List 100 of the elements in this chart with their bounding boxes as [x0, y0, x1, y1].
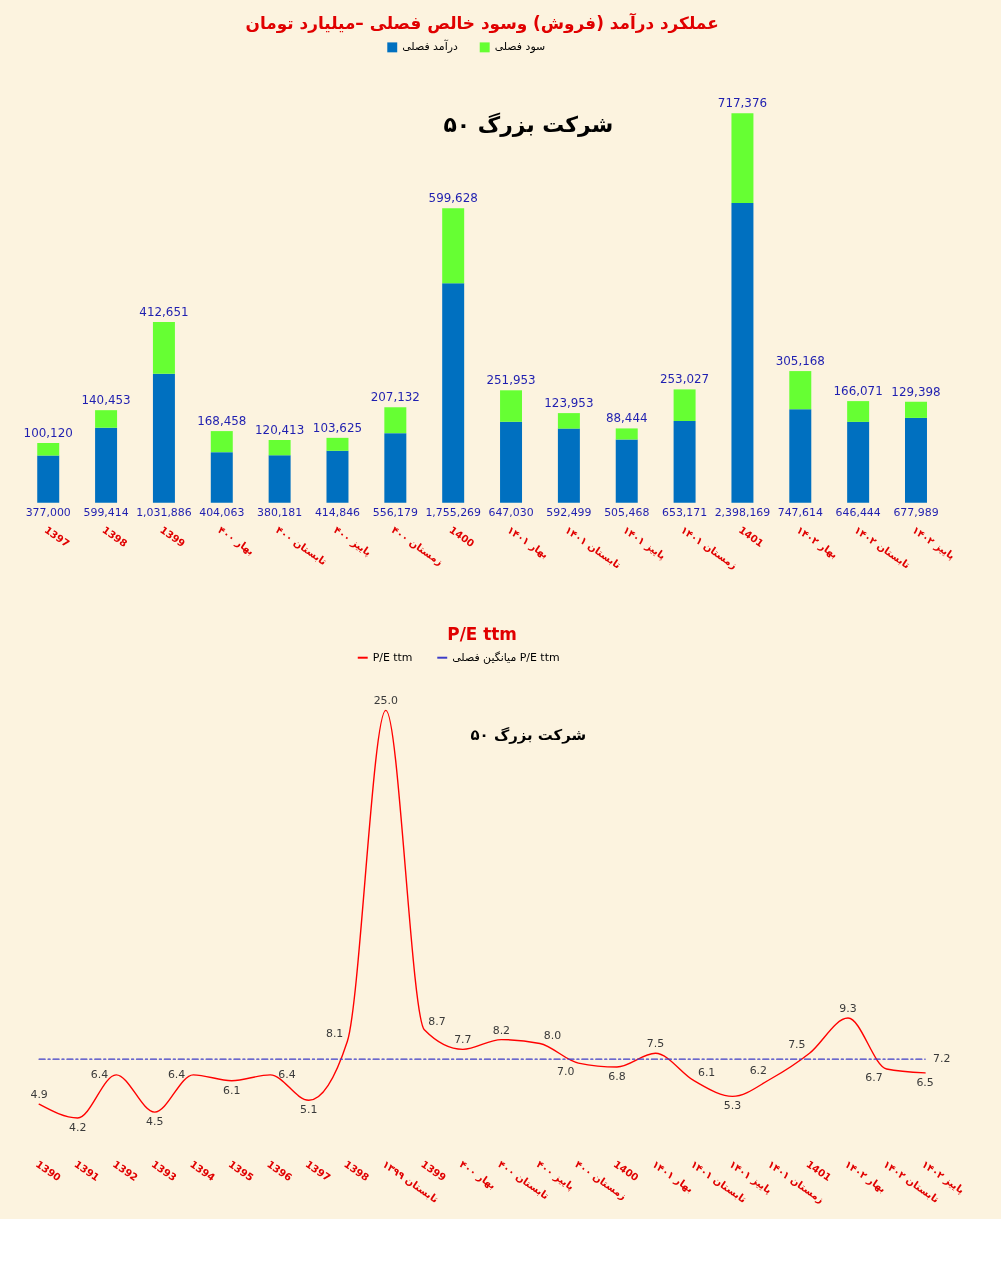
- chart-title: P/E ttm: [447, 623, 517, 644]
- data-label: 1,755,269: [425, 505, 482, 519]
- bar: [384, 407, 407, 434]
- data-label: 6.1: [223, 1083, 241, 1097]
- x-tick-label: زمستان ۱۴۰۱: [678, 524, 740, 572]
- bar: [673, 389, 696, 422]
- data-label: 599,414: [83, 505, 129, 519]
- bar: [557, 413, 580, 429]
- bar: [442, 208, 465, 284]
- data-label: 4.9: [30, 1088, 48, 1102]
- bar: [37, 443, 60, 456]
- data-label: 8.0: [543, 1028, 562, 1042]
- data-label: 653,171: [662, 505, 708, 519]
- x-tick-label: بهار ۱۴۰۱: [504, 524, 551, 562]
- data-label: 6.4: [167, 1067, 186, 1081]
- data-label: 7.2: [933, 1052, 951, 1066]
- x-tick-label: پاییز ۴۰۰: [331, 524, 374, 559]
- data-label: 8.1: [325, 1026, 344, 1040]
- data-label: 1,031,886: [136, 505, 192, 519]
- data-label: 556,179: [372, 505, 418, 519]
- bar: [210, 431, 233, 453]
- data-label: 120,413: [255, 423, 305, 438]
- data-label: 677,989: [893, 505, 939, 519]
- data-label: 6.4: [278, 1067, 296, 1081]
- data-label: 412,651: [139, 305, 189, 320]
- bar: [905, 401, 927, 418]
- x-tick-label: بهار ۱۴۰۲: [794, 524, 840, 562]
- bar: [95, 427, 118, 503]
- data-label: 8.2: [492, 1023, 511, 1037]
- bar: [500, 421, 523, 503]
- bar: [152, 322, 175, 374]
- data-label: 414,846: [314, 505, 361, 519]
- annotation: ۵۰ شرکت بزرگ: [470, 726, 587, 745]
- bar: [326, 437, 349, 451]
- data-label: 123,953: [544, 396, 594, 411]
- bar: [210, 452, 233, 503]
- bar: [500, 390, 523, 422]
- bar: [847, 401, 870, 422]
- bar: [442, 283, 465, 503]
- data-label: 103,625: [312, 420, 363, 435]
- data-label: 168,458: [197, 414, 247, 429]
- data-label: 5.1: [300, 1103, 318, 1117]
- data-label: 6.2: [749, 1063, 768, 1077]
- legend-label: میانگین فصلی P/E ttm: [452, 650, 560, 664]
- data-label: 599,628: [428, 191, 478, 206]
- data-label: 88,444: [605, 411, 648, 426]
- chart-title: عملکرد درآمد (فروش) وسود خالص فصلی –میلیارد تومان: [245, 12, 719, 35]
- x-tick-label: تابستان ۴۰۰: [273, 524, 329, 568]
- bar: [384, 433, 407, 503]
- data-label: 7.7: [454, 1033, 472, 1047]
- data-label: 6.8: [608, 1069, 626, 1083]
- bar: [268, 455, 291, 503]
- bar: [152, 373, 175, 503]
- data-label: 25.0: [373, 694, 399, 708]
- data-label: 166,071: [833, 384, 883, 399]
- bar: [95, 410, 118, 428]
- data-label: 5.3: [723, 1099, 742, 1113]
- legend-label: P/E ttm: [372, 650, 413, 664]
- bar: [37, 455, 60, 503]
- data-label: 100,120: [23, 426, 73, 441]
- legend-label: درآمد فصلی: [402, 39, 458, 54]
- bar: [789, 409, 812, 503]
- data-label: 6.4: [90, 1067, 109, 1081]
- bar: [673, 421, 696, 503]
- data-label: 4.2: [68, 1120, 87, 1134]
- data-label: 305,168: [775, 354, 825, 369]
- bar: [615, 439, 638, 503]
- data-label: 647,030: [488, 505, 534, 519]
- data-label: 6.5: [916, 1075, 934, 1089]
- x-tick-label: بهار ۴۰۰: [457, 1158, 498, 1192]
- bar: [557, 428, 580, 503]
- data-label: 4.5: [146, 1115, 164, 1128]
- data-label: 646,444: [835, 505, 881, 519]
- bar: [731, 202, 754, 503]
- x-tick-label: تابستان ۱۴۰۱: [563, 524, 623, 571]
- data-label: 7.0: [557, 1065, 575, 1079]
- data-label: 404,063: [199, 505, 245, 519]
- legend-label: سود فصلی: [494, 40, 546, 54]
- data-label: 592,499: [546, 505, 592, 519]
- bar: [905, 417, 927, 503]
- data-label: 253,027: [659, 372, 710, 387]
- bar: [326, 450, 349, 503]
- data-label: 6.1: [697, 1065, 716, 1079]
- data-label: 6.7: [865, 1070, 883, 1084]
- bar: [847, 421, 870, 503]
- data-label: 380,181: [257, 505, 303, 519]
- data-label: 251,953: [486, 373, 536, 388]
- data-label: 717,376: [717, 96, 768, 111]
- data-label: 2,398,169: [714, 505, 771, 519]
- data-label: 377,000: [25, 505, 71, 519]
- data-label: 207,132: [370, 390, 420, 405]
- annotation: ۵۰ شرکت بزرگ: [443, 111, 614, 137]
- bar: [268, 440, 291, 456]
- x-tick-label: بهار ۴۰۰: [215, 524, 257, 558]
- data-label: 505,468: [604, 505, 650, 519]
- bar: [731, 113, 754, 203]
- data-label: 129,398: [891, 384, 941, 399]
- data-label: 9.3: [839, 1002, 857, 1016]
- data-label: 747,614: [777, 505, 823, 519]
- data-label: 140,453: [81, 393, 131, 408]
